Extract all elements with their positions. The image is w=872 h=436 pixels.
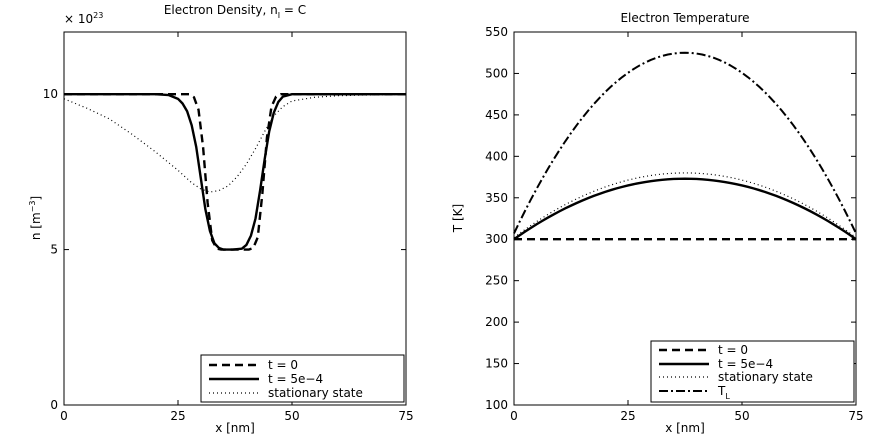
- temperature-series-lines: [513, 51, 857, 241]
- density-x-label: x [nm]: [215, 421, 255, 435]
- y-tick-label: 10: [43, 87, 58, 101]
- temperature-ticks: 0 25 50 75 100 150 200 250 300 350 400 450 500 550: [485, 25, 864, 423]
- density-plot-area: [63, 31, 407, 406]
- x-tick-label: 75: [848, 409, 863, 423]
- legend-label-t5e-4-temp: t = 5e−4: [718, 357, 773, 371]
- x-tick-label: 0: [510, 409, 518, 423]
- temperature-line-1: [513, 177, 857, 241]
- y-tick-label: 0: [50, 398, 58, 412]
- temperature-y-label: T [K]: [451, 204, 465, 233]
- legend-label-t0-temp: t = 0: [718, 343, 748, 357]
- y-tick-label: 250: [485, 274, 508, 288]
- y-tick-label: 350: [485, 191, 508, 205]
- x-tick-label: 50: [284, 409, 299, 423]
- y-tick-label: 5: [50, 243, 58, 257]
- legend-label-t5e-4: t = 5e−4: [268, 372, 323, 386]
- y-tick-label: 450: [485, 108, 508, 122]
- legend-label-lattice-temp: TL: [717, 384, 730, 401]
- temperature-x-label: x [nm]: [665, 421, 705, 435]
- y-tick-label: 150: [485, 357, 508, 371]
- density-y-label: n [m−3]: [28, 196, 43, 240]
- y-tick-label: 400: [485, 149, 508, 163]
- density-chart: 0 25 50 75 0 5 10 Electron Density, nI = C × 1…: [28, 3, 414, 435]
- legend-label-stationary-temp: stationary state: [718, 370, 813, 384]
- x-tick-label: 25: [620, 409, 635, 423]
- y-tick-label: 500: [485, 66, 508, 80]
- temperature-legend: t = 0 t = 5e−4 stationary state TL: [650, 340, 855, 403]
- density-ticks: 0 25 50 75 0 5 10: [43, 32, 414, 423]
- density-y-multiplier: × 1023: [64, 11, 103, 26]
- x-tick-label: 25: [170, 409, 185, 423]
- temperature-line-2: [513, 172, 857, 239]
- y-tick-label: 550: [485, 25, 508, 39]
- legend-label-t0: t = 0: [268, 358, 298, 372]
- density-line-1: [64, 92, 406, 251]
- y-tick-label: 300: [485, 232, 508, 246]
- density-line-2: [63, 93, 407, 193]
- temperature-chart: 0 25 50 75 100 150 200 250 300 350 400 450 500 550 El…: [451, 11, 864, 435]
- density-legend: t = 0 t = 5e−4 stationary state: [200, 354, 405, 403]
- legend-label-stationary: stationary state: [268, 386, 363, 400]
- x-tick-label: 50: [734, 409, 749, 423]
- density-series-lines: [63, 92, 407, 251]
- y-tick-label: 100: [485, 398, 508, 412]
- density-title: Electron Density, nI = C: [164, 3, 306, 20]
- x-tick-label: 75: [398, 409, 413, 423]
- temperature-title: Electron Temperature: [620, 11, 749, 25]
- temperature-line-3: [513, 51, 857, 234]
- x-tick-label: 0: [60, 409, 68, 423]
- y-tick-label: 200: [485, 315, 508, 329]
